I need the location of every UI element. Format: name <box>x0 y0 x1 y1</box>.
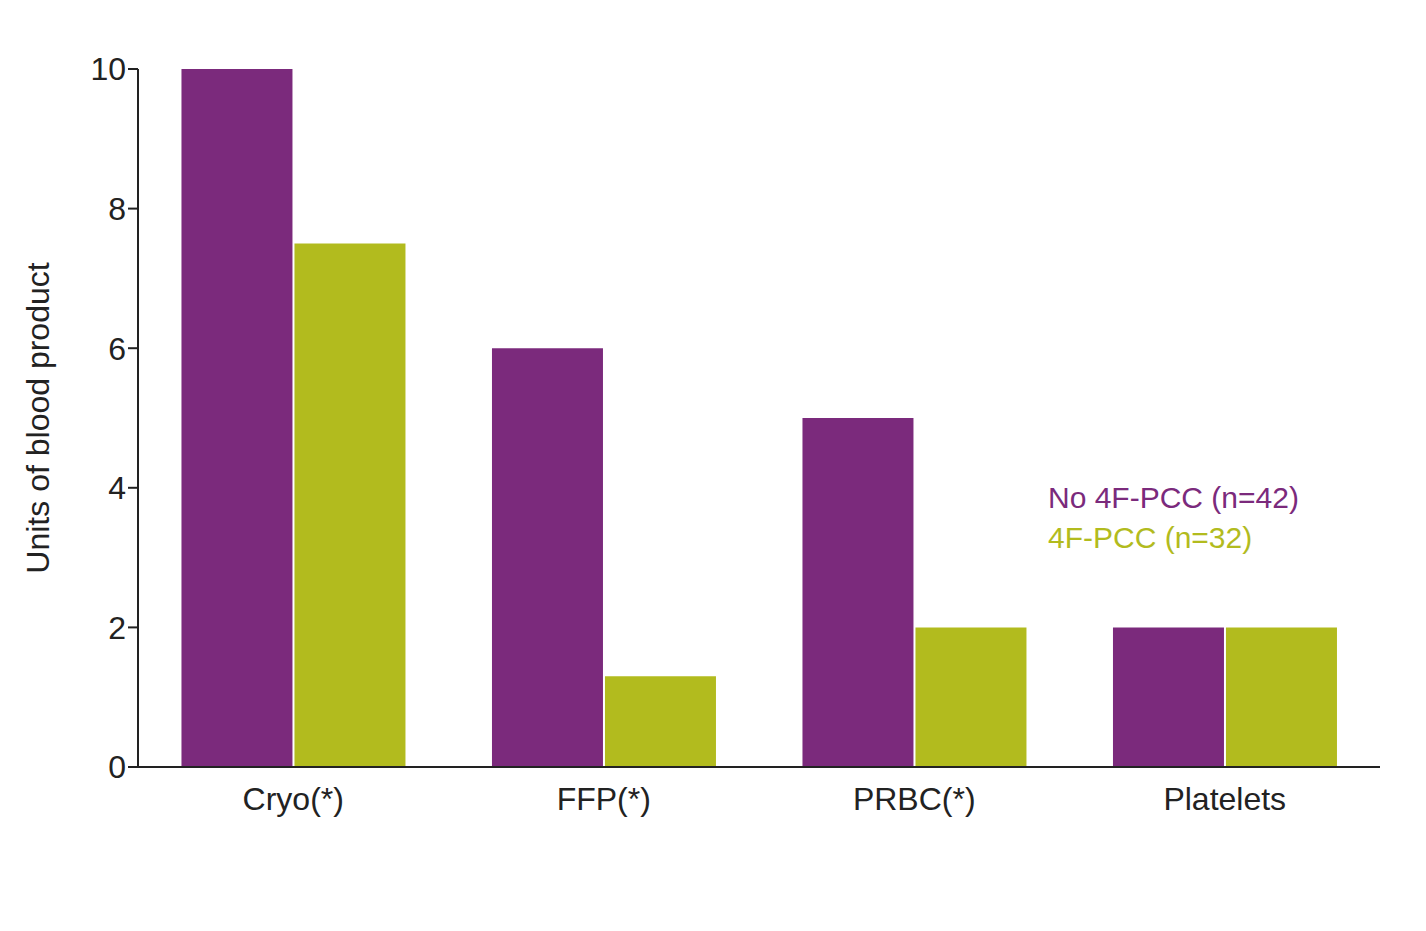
svg-text:Platelets: Platelets <box>1163 781 1286 817</box>
svg-text:PRBC(*): PRBC(*) <box>853 781 976 817</box>
svg-text:0: 0 <box>108 749 126 785</box>
svg-text:6: 6 <box>108 331 126 367</box>
svg-text:2: 2 <box>108 610 126 646</box>
svg-text:10: 10 <box>90 51 126 87</box>
svg-text:8: 8 <box>108 191 126 227</box>
svg-text:4: 4 <box>108 470 126 506</box>
svg-text:FFP(*): FFP(*) <box>557 781 651 817</box>
svg-text:Cryo(*): Cryo(*) <box>243 781 344 817</box>
html-text:No 4F-PCC (n=42): No 4F-PCC (n=42) <box>1048 481 1299 514</box>
svg-text:Units of blood product: Units of blood product <box>20 262 56 573</box>
html-text:4F-PCC (n=32): 4F-PCC (n=32) <box>1048 521 1253 554</box>
